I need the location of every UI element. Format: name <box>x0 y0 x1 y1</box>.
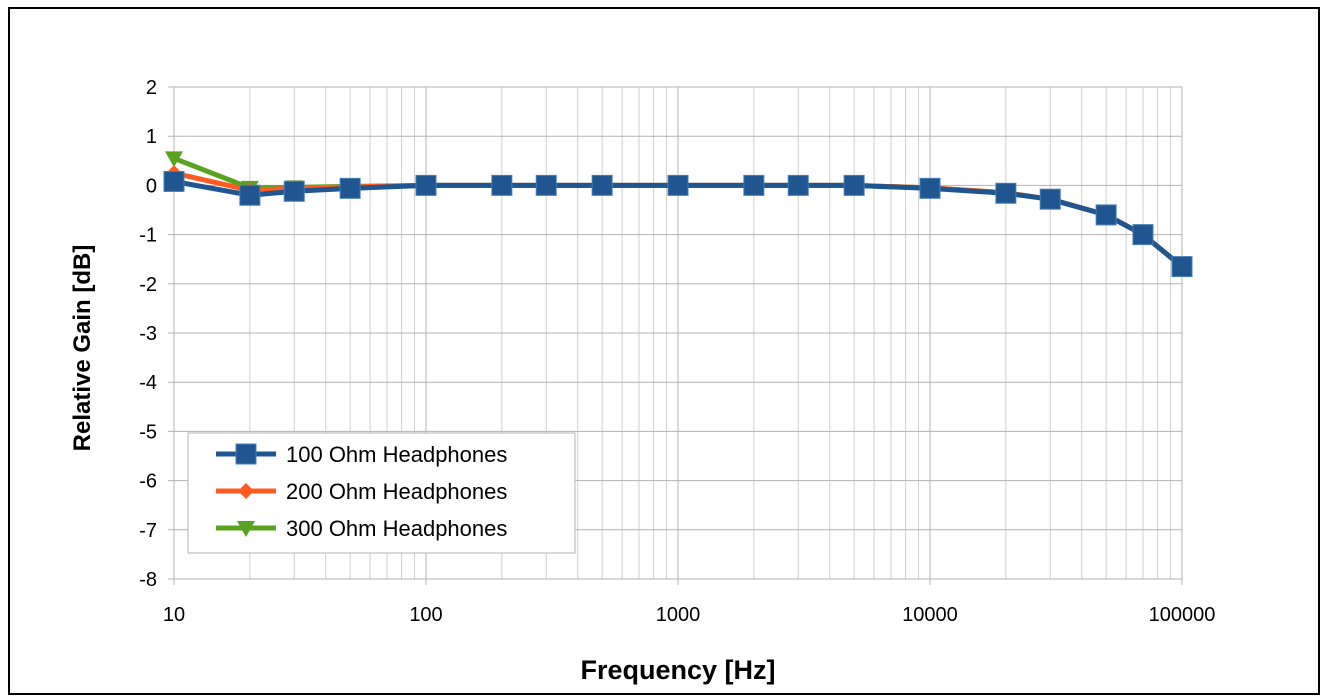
data-point <box>743 174 765 196</box>
legend-item: 200 Ohm Headphones <box>216 479 507 504</box>
y-tick-label: 0 <box>146 175 157 197</box>
y-tick-label: -1 <box>139 225 157 247</box>
data-point <box>239 184 261 206</box>
legend-swatch-marker <box>235 443 257 465</box>
y-tick-label: -7 <box>139 520 157 542</box>
series-1 <box>163 170 1193 278</box>
legend-item: 100 Ohm Headphones <box>216 442 507 467</box>
y-tick-label: -5 <box>139 421 157 443</box>
x-axis-label: Frequency [Hz] <box>580 655 775 685</box>
x-tick-label: 10000 <box>902 604 958 626</box>
y-axis-label: Relative Gain [dB] <box>69 245 96 452</box>
data-point <box>787 174 809 196</box>
data-point <box>1095 204 1117 226</box>
legend-swatch-marker <box>238 483 254 499</box>
data-point <box>591 174 613 196</box>
y-tick-label: -2 <box>139 274 157 296</box>
legend-item: 300 Ohm Headphones <box>216 516 507 541</box>
legend-swatch-marker <box>237 521 255 537</box>
x-tick-label: 1000 <box>656 604 701 626</box>
chart-frame <box>8 7 1320 695</box>
series-layer <box>163 151 1193 278</box>
legend-items: 100 Ohm Headphones 200 Ohm Headphones 300 … <box>216 442 507 541</box>
y-tick-label: 2 <box>146 77 157 99</box>
legend-label: 300 Ohm Headphones <box>286 516 507 541</box>
x-tick-label: 10 <box>163 604 185 626</box>
data-point <box>843 174 865 196</box>
data-point <box>1171 256 1193 278</box>
y-tick-label: -4 <box>139 372 157 394</box>
data-point <box>1039 188 1061 210</box>
x-axis-ticks: 10 100 1000 10000 100000 <box>163 604 1216 626</box>
data-point <box>1132 224 1154 246</box>
data-point <box>165 151 183 168</box>
y-tick-label: -6 <box>139 471 157 493</box>
data-point <box>667 174 689 196</box>
legend-label: 200 Ohm Headphones <box>286 479 507 504</box>
data-point <box>535 174 557 196</box>
y-tick-label: 1 <box>146 126 157 148</box>
legend-label: 100 Ohm Headphones <box>286 442 507 467</box>
data-point <box>919 177 941 199</box>
x-tick-label: 100 <box>409 604 442 626</box>
x-tick-label: 100000 <box>1149 604 1216 626</box>
y-axis-ticks: 2 1 0 -1 -2 -3 -4 -5 -6 -7 -8 <box>139 77 157 591</box>
y-tick-label: -3 <box>139 323 157 345</box>
y-tick-label: -8 <box>139 569 157 591</box>
data-point <box>415 174 437 196</box>
data-point <box>339 177 361 199</box>
legend: 100 Ohm Headphones 200 Ohm Headphones 300 … <box>187 432 576 554</box>
data-point <box>491 174 513 196</box>
data-point <box>163 170 185 192</box>
data-point <box>995 182 1017 204</box>
data-point <box>283 180 305 202</box>
